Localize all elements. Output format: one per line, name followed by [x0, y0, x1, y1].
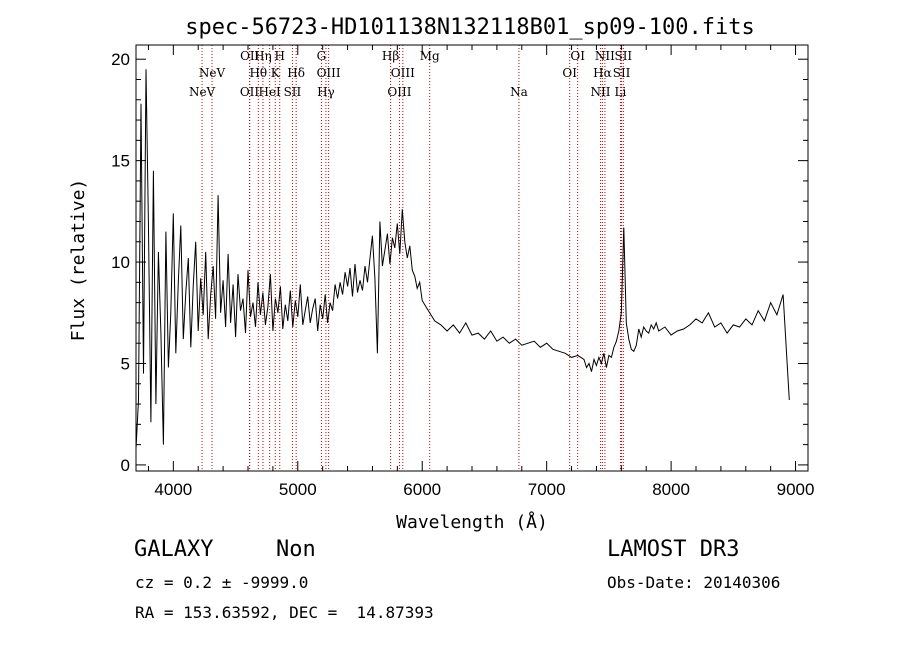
x-tick-label: 4000 [154, 480, 192, 499]
chart-title: spec-56723-HD101138N132118B01_sp09-100.f… [185, 15, 755, 40]
emission-line-label: Li [615, 85, 627, 99]
plot-frame [135, 44, 809, 472]
x-tick-label: 6000 [403, 480, 441, 499]
emission-line-label: Hθ [249, 66, 267, 80]
emission-line-label: NII [591, 85, 611, 99]
emission-line-label: OI [562, 66, 577, 80]
emission-line-label: SII [613, 66, 631, 80]
emission-line-label: OIII [391, 66, 415, 80]
redshift-cz: cz = 0.2 ± -9999.0 [135, 573, 309, 592]
y-axis-label: Flux (relative) [68, 179, 89, 342]
x-axis-label: Wavelength (Å) [396, 511, 548, 533]
emission-line-label: NeV [199, 66, 226, 80]
y-tick-label: 20 [111, 50, 130, 69]
x-tick-label: 9000 [777, 480, 815, 499]
emission-line-label: G [317, 49, 327, 63]
emission-line-label: OI [570, 49, 585, 63]
emission-line-label: Hη [254, 49, 272, 63]
spectrum-series [135, 69, 790, 449]
emission-line-markers [201, 45, 624, 471]
survey-name: LAMOST DR3 [607, 537, 740, 562]
emission-line-label: K [271, 66, 281, 80]
y-tick-label: 10 [111, 253, 130, 272]
emission-line-label: H [274, 49, 284, 63]
emission-line-label: OII [240, 49, 260, 63]
emission-line-label: SII [284, 85, 302, 99]
spectrum-plot: spec-56723-HD101138N132118B01_sp09-100.f… [68, 15, 814, 533]
emission-line-label: Hγ [317, 85, 335, 99]
emission-line-label: OIII [387, 85, 411, 99]
emission-line-label: OIII [317, 66, 341, 80]
y-tick-label: 5 [121, 354, 130, 373]
emission-line-label: NeV [189, 85, 216, 99]
emission-line-label: Hδ [287, 66, 305, 80]
observation-date: Obs-Date: 20140306 [607, 573, 781, 592]
y-tick-label: 0 [121, 456, 130, 475]
y-tick-label: 15 [111, 152, 130, 171]
coordinates: RA = 153.63592, DEC = 14.87393 [135, 603, 434, 622]
object-subclass: Non [276, 537, 316, 562]
x-tick-label: 7000 [528, 480, 566, 499]
emission-line-label: HeI [258, 85, 281, 99]
emission-line-label: NII [595, 49, 615, 63]
emission-line-label: Na [510, 85, 528, 99]
x-tick-label: 8000 [652, 480, 690, 499]
emission-line-label: Hα [593, 66, 612, 80]
axis-ticks: 4000 5000 6000 7000 8000 9000 0 5 10 15 20 [111, 45, 814, 499]
emission-line-label: Hβ [382, 49, 399, 63]
emission-line-label: SII [614, 49, 632, 63]
emission-line-label: Mg [420, 49, 440, 63]
x-tick-label: 5000 [279, 480, 317, 499]
object-class: GALAXY [134, 537, 214, 562]
emission-line-label: OII [240, 85, 260, 99]
